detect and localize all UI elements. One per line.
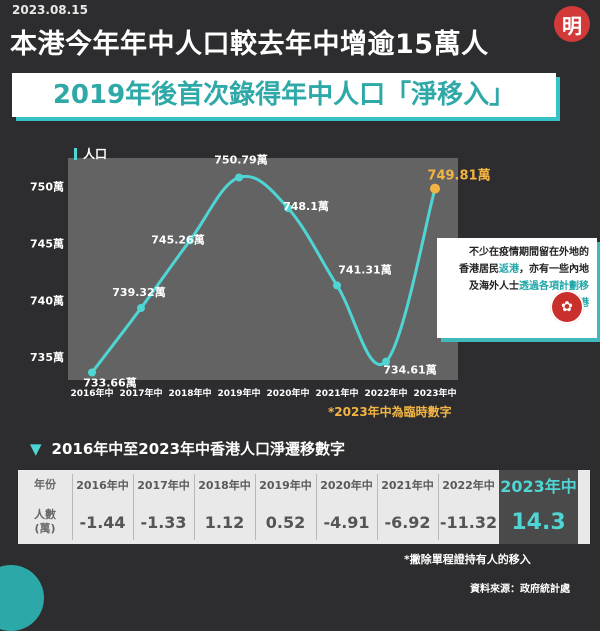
- section-title-text: 2016年中至2023年中香港人口淨遷移數字: [51, 440, 346, 458]
- legend-marker: [74, 147, 77, 160]
- data-point: [333, 281, 341, 290]
- table-year-cell: 2018年中: [198, 479, 251, 492]
- headline: 本港今年年中人口較去年中增逾15萬人: [10, 29, 489, 60]
- section-title: ▼ 2016年中至2023年中香港人口淨遷移數字: [30, 438, 345, 459]
- table-value-cell: -4.91: [323, 512, 370, 532]
- x-tick-label: 2020年中: [266, 387, 309, 399]
- x-tick-label: 2018年中: [168, 387, 211, 399]
- table-divider: [255, 474, 256, 540]
- table-year-cell: 2017年中: [137, 479, 190, 492]
- table-divider: [72, 474, 73, 540]
- x-tick-label: 2023年中: [413, 387, 456, 399]
- chart-legend: 人口: [74, 145, 107, 162]
- annotation-line-2: 香港居民返港，亦有一些內地: [459, 264, 589, 275]
- chart-panel: [68, 158, 458, 380]
- data-point: [88, 368, 96, 377]
- population-line-chart: 735萬 740萬 745萬 750萬 2016年中 2017年中 2018年中 2019年中…: [30, 152, 491, 399]
- year-header: 年份: [34, 478, 56, 491]
- migration-table: 年份 2016年中 2017年中 2018年中 2019年中 2020年中 2021年中 2…: [18, 470, 590, 544]
- y-tick-label: 740萬: [30, 293, 64, 307]
- x-tick-label: 2021年中: [315, 387, 358, 399]
- table-value-cell: 0.52: [265, 512, 306, 532]
- table-year-cell: 2019年中: [259, 479, 312, 492]
- table-divider: [316, 474, 317, 540]
- x-tick-label: 2017年中: [119, 387, 162, 399]
- table-value-cell: 1.12: [204, 512, 245, 532]
- hk-emblem-icon: ✿: [550, 290, 584, 324]
- decorative-circle: [0, 565, 44, 631]
- x-tick-label: 2019年中: [217, 387, 260, 399]
- data-point: [137, 304, 145, 313]
- data-point: [235, 173, 243, 182]
- x-tick-label: 2016年中: [70, 387, 113, 399]
- data-point-highlight: [430, 183, 440, 194]
- date-label: 2023.08.15: [12, 3, 88, 17]
- data-label: 741.31萬: [338, 262, 391, 276]
- provisional-note: *2023年中為臨時數字: [328, 405, 452, 419]
- x-tick-label: 2022年中: [364, 387, 407, 399]
- y-tick-label: 745萬: [30, 236, 64, 250]
- table-divider: [438, 474, 439, 540]
- data-label-highlight: 749.81萬: [427, 168, 490, 184]
- ming-pao-logo: 明: [554, 6, 590, 42]
- table-value-cell: -6.92: [384, 512, 431, 532]
- data-label: 750.79萬: [214, 152, 267, 166]
- y-tick-label: 735萬: [30, 350, 64, 364]
- table-year-cell: 2016年中: [76, 479, 129, 492]
- table-value-cell: -1.44: [79, 512, 126, 532]
- table-value-row: 人數 (萬) -1.44 -1.33 1.12 0.52 -4.91 -6.92 -11.32…: [18, 500, 590, 544]
- table-value-cell-highlight: 14.3: [499, 500, 578, 544]
- table-value-cell: -11.32: [439, 512, 498, 532]
- table-divider: [194, 474, 195, 540]
- table-divider: [377, 474, 378, 540]
- legend-label: 人口: [83, 147, 108, 161]
- data-label: 734.61萬: [383, 363, 436, 377]
- data-label: 745.26萬: [151, 232, 204, 246]
- triangle-down-icon: ▼: [30, 440, 42, 458]
- data-label: 748.1萬: [283, 199, 329, 213]
- y-tick-label: 750萬: [30, 179, 64, 193]
- data-point: [284, 204, 292, 213]
- data-label: 739.32萬: [112, 285, 165, 299]
- subheadline-box: 2019年後首次錄得年中人口「淨移入」: [12, 73, 556, 117]
- data-point: [186, 236, 194, 245]
- table-header-row: 年份 2016年中 2017年中 2018年中 2019年中 2020年中 2021年中 2…: [18, 470, 590, 500]
- data-point: [382, 357, 390, 366]
- subheadline: 2019年後首次錄得年中人口「淨移入」: [52, 80, 516, 110]
- source-note: 資料來源：政府統計處: [470, 584, 570, 595]
- table-divider: [133, 474, 134, 540]
- table-year-cell: 2022年中: [442, 479, 495, 492]
- annotation-line-3: 及海外人士透過各項計劃移: [469, 281, 589, 292]
- annotation-box: 不少在疫情期間留在外地的 香港居民返港，亦有一些內地 及海外人士透過各項計劃移 …: [437, 238, 597, 338]
- table-value-cell: -1.33: [140, 512, 187, 532]
- table-year-cell-highlight: 2023年中: [499, 470, 578, 500]
- annotation-line-1: 不少在疫情期間留在外地的: [469, 247, 589, 258]
- exclusion-note: *撇除單程證持有人的移入: [404, 553, 531, 566]
- table-year-cell: 2020年中: [320, 479, 373, 492]
- table-year-cell: 2021年中: [381, 479, 434, 492]
- count-header: 人數 (萬): [34, 508, 56, 535]
- data-label: 733.66萬: [83, 375, 136, 389]
